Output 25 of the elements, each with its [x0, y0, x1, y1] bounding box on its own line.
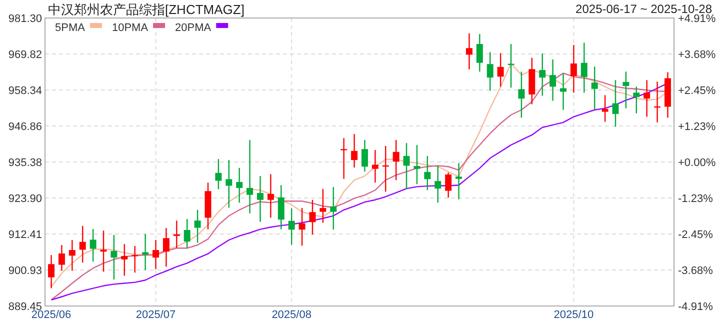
- y-tick-label: 912.41: [8, 229, 42, 242]
- y-tick-label: 923.90: [8, 192, 42, 205]
- y2-tick-label: -4.91%: [678, 301, 714, 313]
- y-tick-label: 958.34: [8, 84, 42, 97]
- y-tick-label: 969.82: [8, 48, 42, 61]
- y-tick-label: 935.38: [8, 156, 42, 169]
- y-tick-label: 900.93: [8, 265, 42, 278]
- legend-label: 20PMA: [175, 22, 212, 34]
- y2-tick-label: +4.91%: [678, 13, 716, 25]
- y2-tick-label: +3.68%: [678, 49, 716, 62]
- y2-tick-label: -3.68%: [678, 264, 714, 277]
- y2-tick-label: -2.45%: [678, 228, 714, 241]
- y2-tick-label: -1.23%: [678, 193, 714, 206]
- y2-tick-label: +0.00%: [678, 157, 716, 169]
- legend-label: 10PMA: [112, 22, 149, 34]
- legend-label: 5PMA: [55, 22, 86, 34]
- y2-tick-label: +1.23%: [678, 120, 716, 133]
- chart-title: 中汉郑州农产品综指[ZHCTMAGZ]: [48, 2, 244, 17]
- y2-tick-label: +2.45%: [678, 85, 716, 98]
- x-tick-label: 2025/07: [136, 309, 176, 320]
- y-tick-label: 946.86: [8, 120, 42, 133]
- x-tick-label: 2025/08: [272, 309, 312, 320]
- x-tick-label: 2025/10: [554, 309, 594, 320]
- y-tick-label: 981.30: [8, 13, 42, 25]
- x-tick-label: 2025/06: [31, 309, 72, 320]
